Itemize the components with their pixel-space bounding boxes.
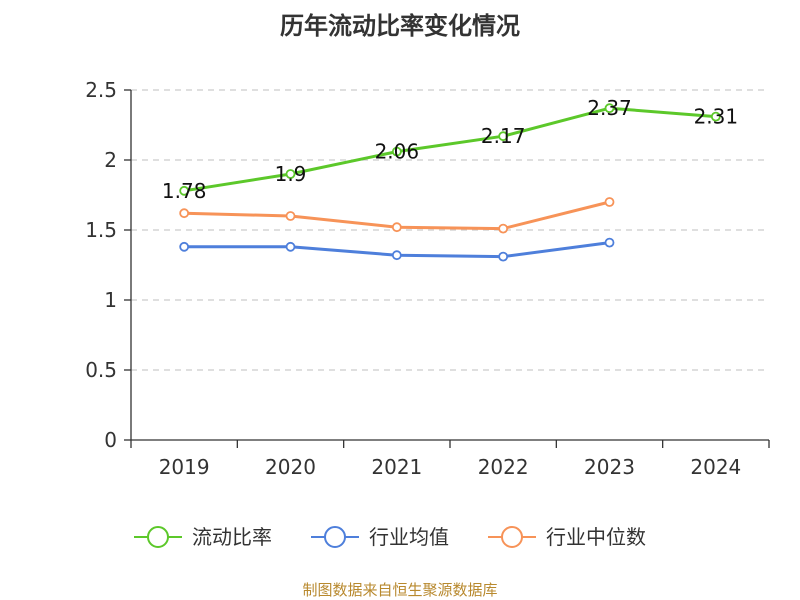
data-point[interactable] [710, 111, 721, 122]
x-tick-label: 2019 [159, 455, 210, 479]
series-group [179, 103, 721, 262]
data-label: 1.9 [275, 162, 307, 186]
data-point[interactable] [604, 237, 615, 248]
legend-item[interactable]: 行业中位数 [488, 525, 646, 549]
data-point[interactable] [498, 223, 509, 234]
data-point[interactable] [604, 103, 615, 114]
data-point[interactable] [285, 169, 296, 179]
legend-label: 行业均值 [369, 525, 449, 549]
x-tick-label: 2020 [265, 455, 316, 479]
data-label: 2.31 [694, 105, 739, 129]
source-note: 制图数据来自恒生聚源数据库 [302, 581, 498, 599]
legend-marker [501, 526, 523, 548]
x-tick-label: 2022 [478, 455, 529, 479]
legend-marker [324, 526, 346, 548]
data-point[interactable] [285, 211, 296, 221]
data-label: 2.37 [587, 96, 632, 120]
legend-item[interactable]: 流动比率 [134, 525, 272, 549]
grid-lines [131, 89, 769, 371]
legend-item[interactable]: 行业均值 [311, 525, 449, 549]
data-point[interactable] [391, 250, 402, 261]
data-point[interactable] [179, 241, 190, 252]
x-tick-label: 2024 [690, 455, 741, 479]
series-line [182, 106, 718, 193]
y-tick-label: 0.5 [85, 358, 117, 382]
y-tick-label: 1 [104, 288, 117, 312]
data-label: 2.17 [481, 124, 526, 148]
data-point[interactable] [179, 185, 190, 196]
data-point[interactable] [498, 251, 509, 262]
legend-marker [147, 526, 169, 548]
data-point[interactable] [179, 208, 190, 219]
x-tick-label: 2023 [584, 455, 635, 479]
chart-title: 历年流动比率变化情况 [280, 12, 520, 40]
y-tick-label: 1.5 [85, 218, 117, 242]
data-point[interactable] [391, 222, 402, 233]
data-label: 2.06 [375, 140, 420, 164]
data-point[interactable] [604, 197, 615, 207]
legend-label: 流动比率 [192, 525, 272, 549]
data-point[interactable] [391, 146, 402, 157]
legend[interactable]: 流动比率 行业均值 行业中位数 [134, 525, 646, 549]
axes: 0 0.5 1 1.5 2 2.5 2019 2020 2021 2022 2023 2024 [85, 78, 770, 479]
y-tick-label: 2 [104, 148, 117, 172]
x-tick-label: 2021 [371, 455, 422, 479]
data-point[interactable] [498, 131, 509, 142]
y-tick-label: 2.5 [85, 78, 117, 102]
data-point[interactable] [285, 241, 296, 252]
data-labels: 1.78 1.9 2.06 2.17 2.37 2.31 [162, 96, 738, 203]
legend-label: 行业中位数 [546, 525, 646, 549]
y-tick-label: 0 [104, 428, 117, 452]
data-label: 1.78 [162, 179, 207, 203]
